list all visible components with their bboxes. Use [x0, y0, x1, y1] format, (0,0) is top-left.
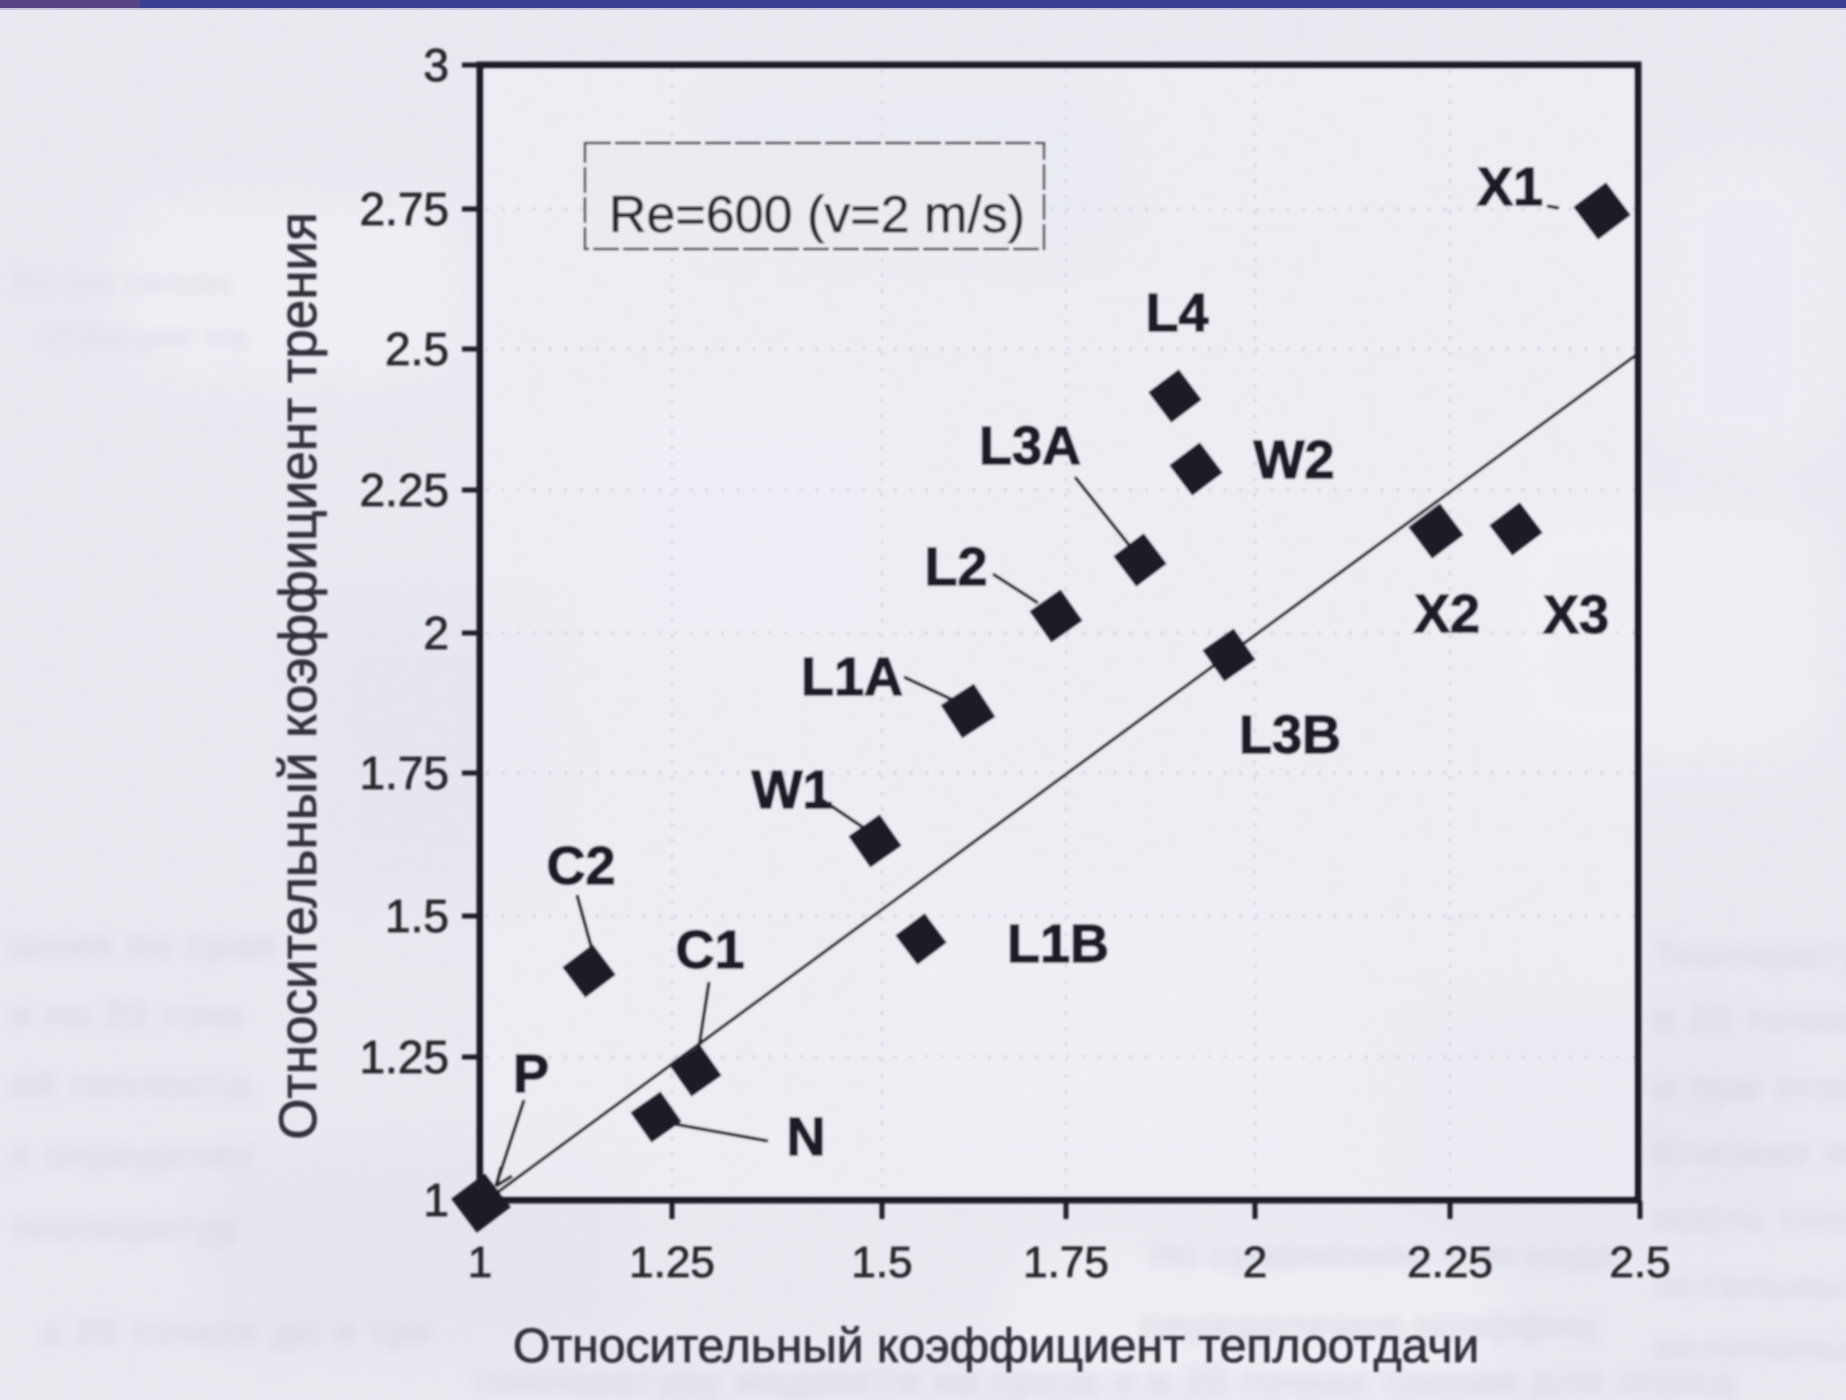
svg-text:ность тепл: ность тепл	[1652, 1197, 1846, 1241]
svg-text:1.5: 1.5	[385, 890, 449, 942]
svg-text:X2: X2	[1414, 584, 1480, 644]
svg-text:P: P	[513, 1044, 549, 1104]
svg-text:в 20 точках: в 20 точках	[1652, 997, 1846, 1041]
svg-text:2.5: 2.5	[385, 323, 449, 375]
svg-text:по сравнению с исходн: по сравнению с исходн	[1150, 1233, 1618, 1277]
svg-text:L1B: L1B	[1007, 914, 1109, 974]
svg-text:шния по срав: шния по срав	[8, 923, 278, 967]
svg-text:2.25: 2.25	[359, 464, 449, 516]
svg-text:3: 3	[423, 39, 449, 91]
svg-text:1: 1	[468, 1238, 492, 1287]
svg-text:L4: L4	[1145, 283, 1208, 343]
svg-text:L3A: L3A	[979, 416, 1081, 476]
svg-text:2.25: 2.25	[1407, 1238, 1493, 1287]
svg-text:температур: температур	[8, 1205, 239, 1249]
svg-text:N: N	[787, 1107, 826, 1167]
svg-text:и по 20 точк: и по 20 точк	[8, 993, 246, 1037]
svg-text:ой теплоотд: ой теплоотд	[8, 1063, 251, 1107]
svg-text:X3: X3	[1543, 585, 1609, 645]
svg-text:X1: X1	[1477, 157, 1543, 217]
svg-text:Хе по тепло: Хе по тепло	[10, 262, 233, 304]
svg-text:остальных: остальных	[1652, 1263, 1846, 1307]
svg-text:1: 1	[423, 1174, 449, 1226]
svg-text:Температур: Температур	[1652, 933, 1846, 977]
svg-text:2: 2	[1243, 1238, 1267, 1287]
svg-text:я определév: я определév	[7, 1133, 256, 1177]
svg-text:1.25: 1.25	[629, 1238, 715, 1287]
svg-text:станции на: станции на	[40, 315, 249, 357]
svg-text:1.5: 1.5	[851, 1238, 912, 1287]
svg-text:L1A: L1A	[801, 647, 903, 707]
svg-text:2.75: 2.75	[359, 183, 449, 235]
svg-text:близкая по: близкая по	[1652, 1130, 1846, 1174]
svg-text:L3B: L3B	[1239, 705, 1341, 765]
svg-text:величины с: величины с	[1652, 1325, 1846, 1369]
svg-text:W2: W2	[1254, 430, 1335, 490]
svg-text:температуру жидкости на срезе: температуру жидкости на срезе и в 20 точ…	[470, 1359, 1736, 1400]
svg-text:2: 2	[423, 607, 449, 659]
svg-text:1.75: 1.75	[1023, 1238, 1109, 1287]
svg-text:Re=600 (v=2 m/s): Re=600 (v=2 m/s)	[609, 186, 1025, 244]
svg-text:и при этом: и при этом	[1652, 1065, 1846, 1109]
svg-text:C1: C1	[675, 920, 744, 980]
svg-text:а 20 точках до и тре: а 20 точках до и тре	[40, 1310, 433, 1354]
svg-text:определения коэффиц: определения коэффиц	[1140, 1303, 1598, 1347]
svg-text:L2: L2	[924, 537, 987, 597]
svg-text:W1: W1	[752, 760, 833, 820]
svg-text:C2: C2	[546, 836, 615, 896]
svg-text:Относительный коэффициент трен: Относительный коэффициент трения	[269, 212, 328, 1140]
svg-text:2.5: 2.5	[1609, 1238, 1670, 1287]
svg-text:1.75: 1.75	[359, 747, 449, 799]
svg-text:1.25: 1.25	[359, 1031, 449, 1083]
svg-text:Относительный коэффициент тепл: Относительный коэффициент теплоотдачи	[513, 1320, 1479, 1373]
